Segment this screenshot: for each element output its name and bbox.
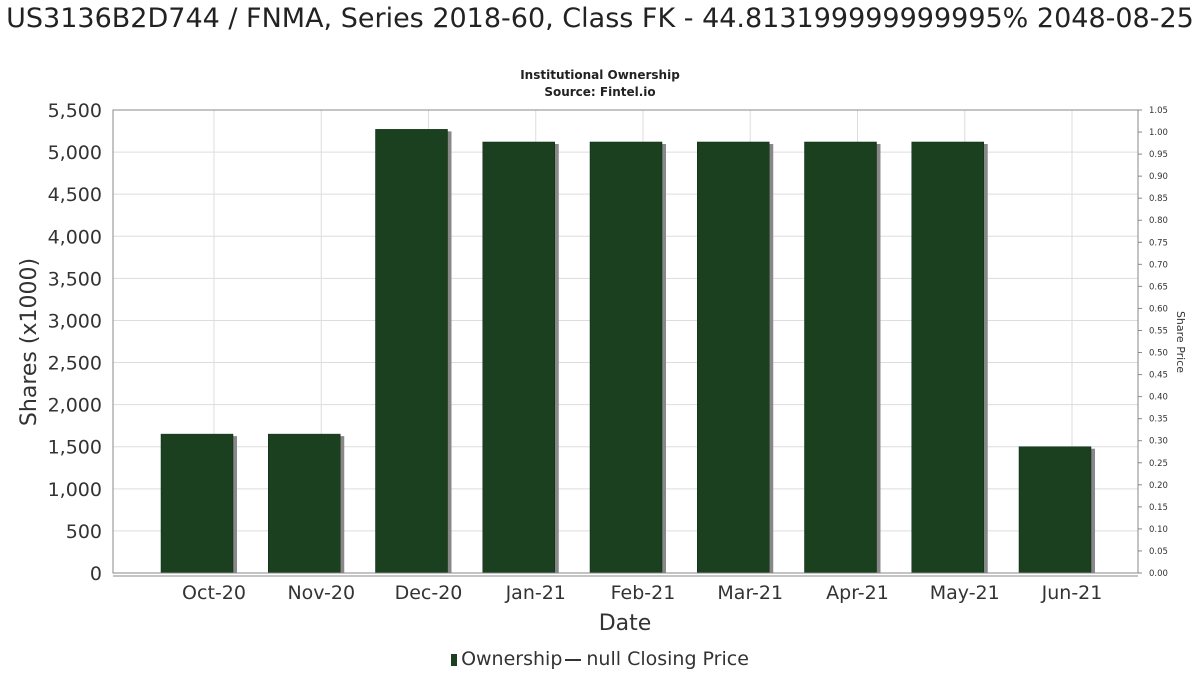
y2-tick-label: 0.30 <box>1149 437 1168 447</box>
y-axis-title: Shares (x1000) <box>17 258 42 426</box>
chart-title: US3136B2D744 / FNMA, Series 2018-60, Cla… <box>6 3 1194 34</box>
y2-tick-label: 0.15 <box>1149 503 1168 513</box>
y-tick-label: 500 <box>66 521 102 543</box>
y2-tick-label: 0.35 <box>1149 415 1168 425</box>
y-tick-label: 2,500 <box>48 353 102 375</box>
legend-price-label: null Closing Price <box>586 648 749 670</box>
y-tick-label: 4,000 <box>48 226 102 248</box>
y2-tick-label: 0.10 <box>1149 525 1168 535</box>
y2-tick-label: 0.70 <box>1149 260 1168 270</box>
y-tick-label: 2,000 <box>48 395 102 417</box>
y2-tick-label: 0.05 <box>1149 547 1168 557</box>
chart-plot: 0 500 1,000 1,500 2,000 2,500 3,000 3,500 4,000 4… <box>17 100 1187 636</box>
y2-tick-label: 1.05 <box>1149 106 1168 116</box>
y2-tick-label: 0.25 <box>1149 459 1168 469</box>
y2-tick-label: 0.40 <box>1149 393 1168 403</box>
ownership-bar <box>160 433 234 574</box>
chart-subtitle: Institutional Ownership <box>520 68 680 82</box>
ownership-bar <box>375 129 448 574</box>
x-tick-label: Apr-21 <box>826 582 889 604</box>
x-tick-label: Mar-21 <box>717 582 783 604</box>
x-tick-label: Dec-20 <box>395 582 463 604</box>
x-tick-label: May-21 <box>930 582 1000 604</box>
y2-tick-label: 1.00 <box>1149 128 1168 138</box>
ownership-bar <box>697 141 770 574</box>
plot-frame <box>112 109 1139 574</box>
x-tick-label: Jan-21 <box>505 582 566 604</box>
chart-source: Source: Fintel.io <box>544 85 656 99</box>
y2-tick-label: 0.95 <box>1149 150 1168 160</box>
ownership-bar <box>268 433 341 574</box>
x-tick-label: Jun-21 <box>1041 582 1103 604</box>
y-tick-label: 3,500 <box>48 268 102 290</box>
y2-tick-label: 0.90 <box>1149 172 1168 182</box>
y2-tick-label: 0.65 <box>1149 282 1168 292</box>
y-tick-label: 3,000 <box>48 310 102 332</box>
y-tick-label: 5,000 <box>48 142 102 164</box>
y-tick-label: 5,500 <box>48 100 102 122</box>
y-tick-label: 4,500 <box>48 184 102 206</box>
y-tick-label: 0 <box>90 563 102 585</box>
ownership-bar <box>804 141 877 574</box>
legend-price-line-swatch <box>565 658 582 661</box>
y2-tick-label: 0.55 <box>1149 326 1168 336</box>
y2-tick-label: 0.80 <box>1149 216 1168 226</box>
y2-tick-label: 0.00 <box>1149 569 1168 579</box>
ownership-bar <box>1018 446 1092 574</box>
x-tick-label: Feb-21 <box>611 582 676 604</box>
legend-ownership-swatch <box>451 653 458 666</box>
y-tick-label: 1,000 <box>48 479 102 501</box>
y2-tick-label: 0.75 <box>1149 238 1168 248</box>
y2-tick-label: 0.85 <box>1149 194 1168 204</box>
ownership-bar <box>589 141 663 574</box>
y2-tick-label: 0.45 <box>1149 371 1168 381</box>
legend-ownership-label: Ownership <box>461 648 563 670</box>
y2-tick-label: 0.60 <box>1149 304 1168 314</box>
legend: Ownership null Closing Price <box>0 647 1200 671</box>
x-tick-label: Nov-20 <box>287 582 355 604</box>
y-tick-label: 1,500 <box>48 437 102 459</box>
y2-tick-label: 0.50 <box>1149 349 1168 359</box>
ownership-bar <box>482 141 555 574</box>
ownership-bar <box>911 141 984 574</box>
y2-tick-label: 0.20 <box>1149 481 1168 491</box>
y2-axis-title: Share Price <box>1174 311 1187 373</box>
x-tick-label: Oct-20 <box>182 582 246 604</box>
x-axis-title: Date <box>599 611 652 636</box>
